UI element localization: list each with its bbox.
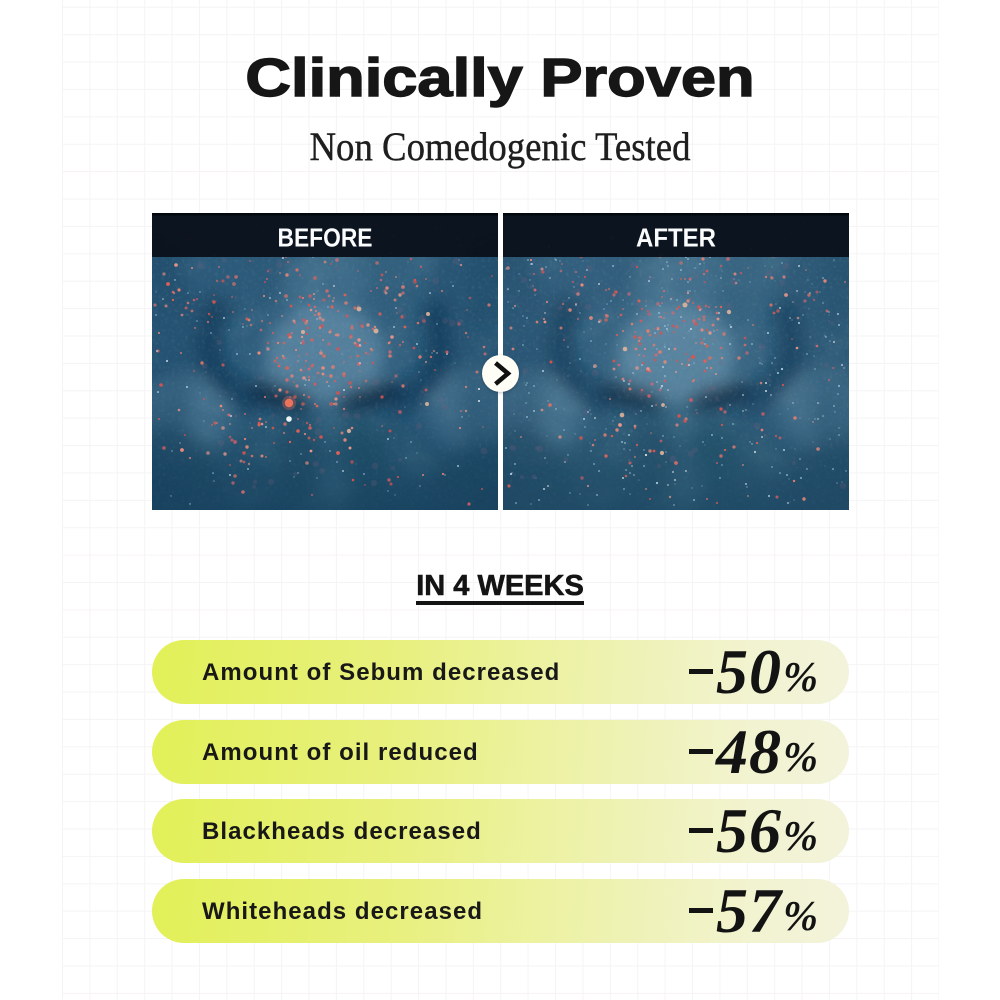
svg-text:AFTER: AFTER	[636, 223, 716, 253]
svg-text:BEFORE: BEFORE	[278, 223, 373, 253]
